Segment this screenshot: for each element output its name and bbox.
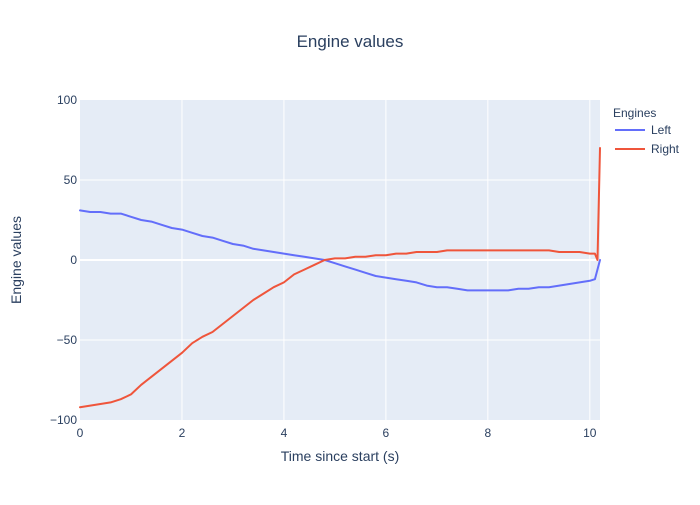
grid-lines	[80, 100, 600, 420]
y-tick-label: 50	[64, 173, 78, 187]
legend: Engines Left Right	[613, 106, 680, 156]
x-axis-title: Time since start (s)	[281, 448, 400, 464]
x-tick-label: 6	[383, 426, 390, 440]
legend-label-right: Right	[651, 142, 680, 156]
x-tick-label: 10	[583, 426, 597, 440]
tick-labels: 0 2 4 6 8 10 −100 −50 0 50 100	[50, 93, 597, 440]
x-tick-label: 4	[281, 426, 288, 440]
series-lines	[79, 147, 601, 409]
series-line-left	[79, 209, 601, 292]
x-tick-label: 0	[77, 426, 84, 440]
legend-title: Engines	[613, 106, 656, 120]
x-tick-label: 2	[179, 426, 186, 440]
legend-label-left: Left	[651, 123, 672, 137]
y-tick-label: −100	[50, 413, 77, 427]
y-axis-title: Engine values	[8, 216, 24, 304]
y-tick-label: −50	[57, 333, 78, 347]
x-tick-label: 8	[484, 426, 491, 440]
y-tick-label: 0	[70, 253, 77, 267]
y-tick-label: 100	[57, 93, 77, 107]
series-line-right	[79, 147, 601, 409]
chart-title: Engine values	[297, 32, 404, 51]
